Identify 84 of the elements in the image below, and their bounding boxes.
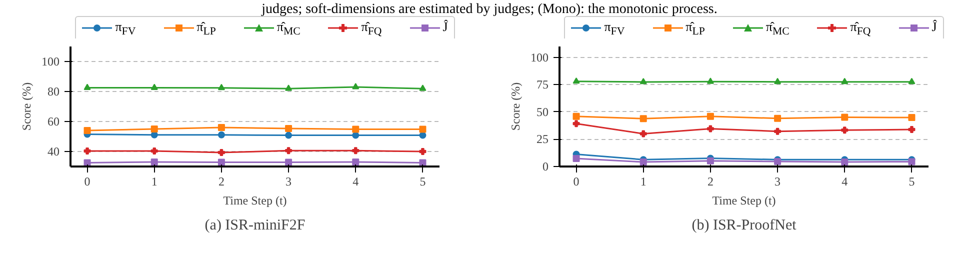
point [84,127,91,134]
y-tick-label: 75 [536,78,548,92]
y-axis-title: Score (%) [20,82,34,131]
point [285,132,292,139]
point [774,78,782,84]
y-tick-label: 25 [536,132,548,146]
point [84,148,91,155]
point [841,126,848,134]
x-tick-label: 2 [707,174,714,188]
point [419,84,426,91]
x-tick-label: 3 [774,174,781,188]
legend-label: Ĵ [442,19,448,34]
point [285,158,292,166]
point [352,126,360,133]
point [706,112,714,120]
x-tick-label: 1 [151,174,158,188]
point [640,78,647,84]
point [640,130,647,138]
x-tick-label: 5 [420,174,426,188]
point [285,147,292,154]
y-tick-label: 80 [48,84,60,98]
point [774,114,782,122]
legend-label: π̂$_{MC}$ [766,19,790,38]
x-tick-label: 2 [218,174,224,188]
point [150,126,158,132]
point [419,148,426,155]
point [218,131,225,138]
y-tick-label: 0 [542,160,548,174]
y-tick-label: 60 [48,114,60,128]
point [150,148,158,155]
legend-label: Ĵ [932,19,937,34]
point [150,84,158,90]
point [352,83,360,90]
x-axis-title: Time Step (t) [712,194,776,208]
legend-label: π̂$_{LP}$ [196,19,216,38]
y-tick-label: 100 [42,54,60,68]
point [706,125,714,132]
point [352,147,360,154]
point [285,125,292,132]
legend-label: π̂$_{MC}$ [276,19,300,38]
point [640,115,647,122]
text: (a) ISR-miniF2F [204,218,306,234]
point [908,78,916,84]
x-tick-label: 4 [842,174,848,188]
point [572,120,580,128]
point [419,126,426,133]
legend-label: π̂$_{LP}$ [686,19,705,38]
y-tick-label: 100 [530,50,548,64]
y-axis-title: Score (%) [508,82,522,131]
point [218,149,225,156]
x-tick-label: 4 [352,174,359,188]
text: judges; soft-dimensions are estimated by judges; (Mono): the monotonic process. [262,1,718,19]
point [706,78,714,84]
point [841,158,848,166]
point [572,112,580,120]
point [572,155,580,162]
y-tick-label: 40 [48,144,60,158]
point [774,128,782,135]
point [218,84,225,90]
point [841,78,848,84]
x-axis-title: Time Step (t) [223,194,287,208]
point [218,124,225,131]
point [352,158,360,166]
point [572,77,580,84]
x-tick-label: 0 [573,174,580,188]
x-tick-label: 1 [640,174,646,188]
text: (b) ISR-ProofNet [692,218,798,234]
legend-label: π̂$_{FQ}$ [361,19,382,38]
x-tick-label: 5 [908,174,915,188]
legend-label: π̂$_{FQ}$ [850,19,871,38]
legend-label: π$_{FV}$ [115,19,136,38]
x-tick-label: 3 [286,174,292,188]
point [150,158,158,166]
point [841,114,848,121]
point [908,114,916,122]
point [640,158,647,166]
legend-label: π$_{FV}$ [604,19,625,38]
x-tick-label: 0 [84,174,90,188]
point [706,157,714,164]
point [908,126,916,134]
point [84,84,91,90]
y-tick-label: 50 [536,104,548,119]
point [218,158,225,166]
point [285,84,292,91]
